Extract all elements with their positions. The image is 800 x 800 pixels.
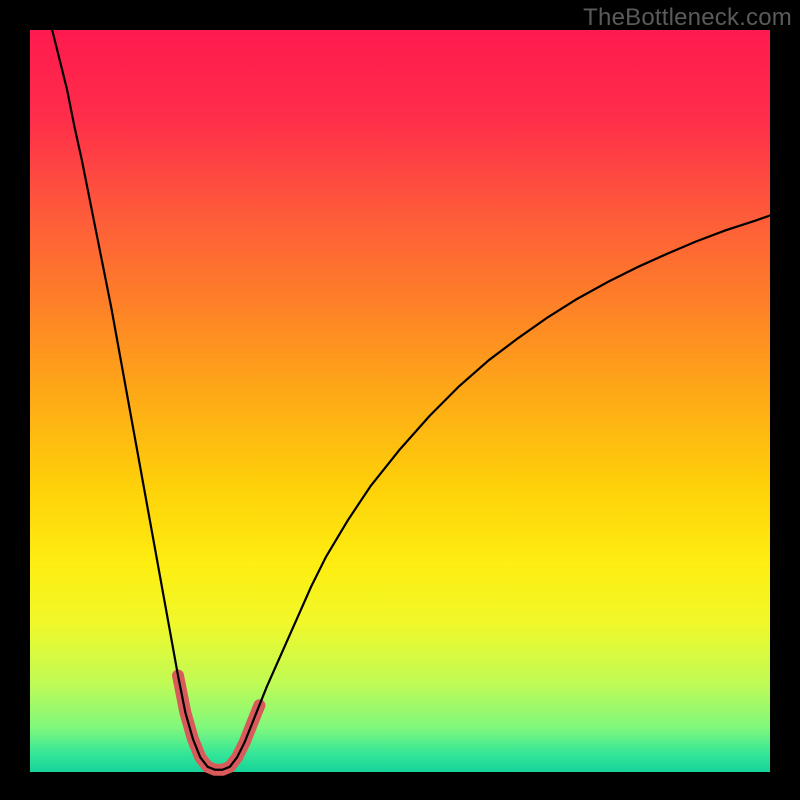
plot-background — [30, 30, 770, 772]
bottleneck-chart — [0, 0, 800, 800]
watermark-text: TheBottleneck.com — [583, 4, 792, 32]
